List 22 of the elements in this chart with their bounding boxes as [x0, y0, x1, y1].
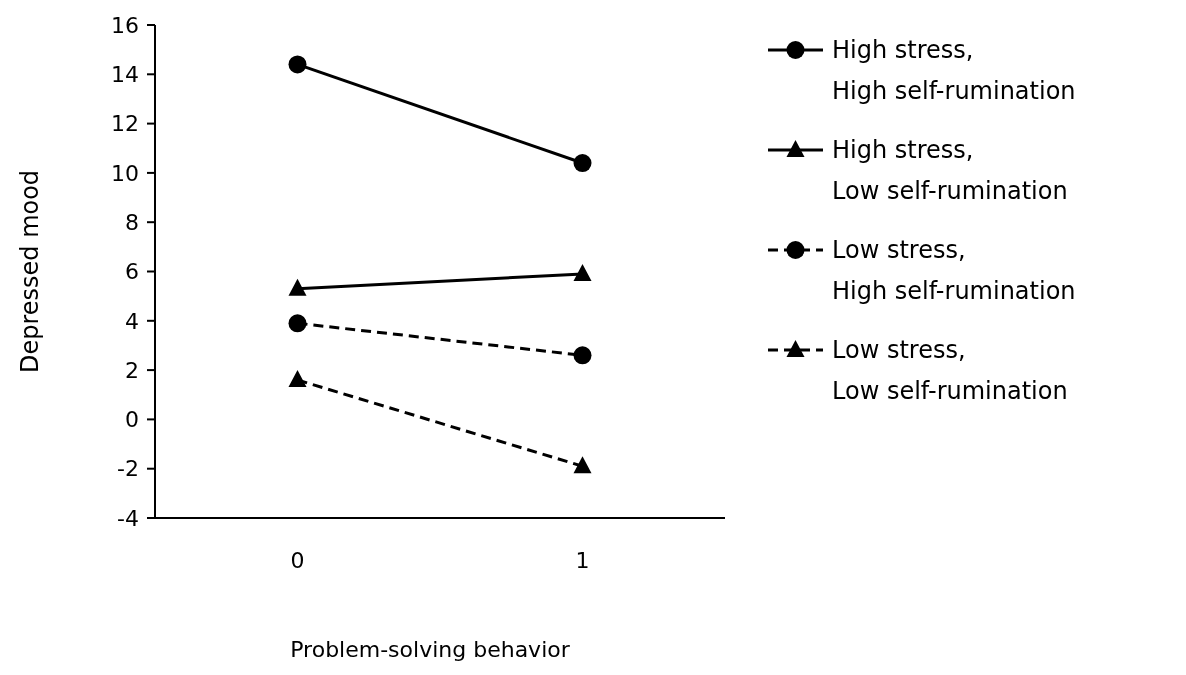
point — [573, 346, 592, 365]
point — [288, 55, 307, 74]
y-tick-label: 6 — [125, 259, 139, 285]
legend-label: Low stress, High self-rumination — [832, 236, 1076, 306]
y-tick-label: 12 — [111, 111, 139, 137]
y-tick-label: 10 — [111, 160, 139, 186]
y-tick-label: -2 — [117, 456, 139, 482]
y-tick-label: 4 — [125, 308, 139, 334]
y-tick-label: -4 — [117, 505, 139, 531]
y-tick-label: 0 — [125, 407, 139, 433]
legend-label: Low stress, Low self-rumination — [832, 336, 1068, 406]
legend-label: High stress, High self-rumination — [832, 36, 1076, 106]
y-tick-label: 8 — [125, 209, 139, 235]
legend-label: High stress, Low self-rumination — [832, 136, 1068, 206]
y-tick-label: 14 — [111, 62, 139, 87]
x-tick-label: 1 — [575, 547, 590, 573]
y-tick-label: 16 — [111, 12, 139, 38]
x-axis-title: Problem-solving behavior — [290, 637, 571, 662]
y-tick-label: 2 — [125, 357, 139, 383]
point — [288, 314, 307, 333]
y-axis-title: Depressed mood — [16, 169, 44, 374]
point — [573, 154, 592, 173]
